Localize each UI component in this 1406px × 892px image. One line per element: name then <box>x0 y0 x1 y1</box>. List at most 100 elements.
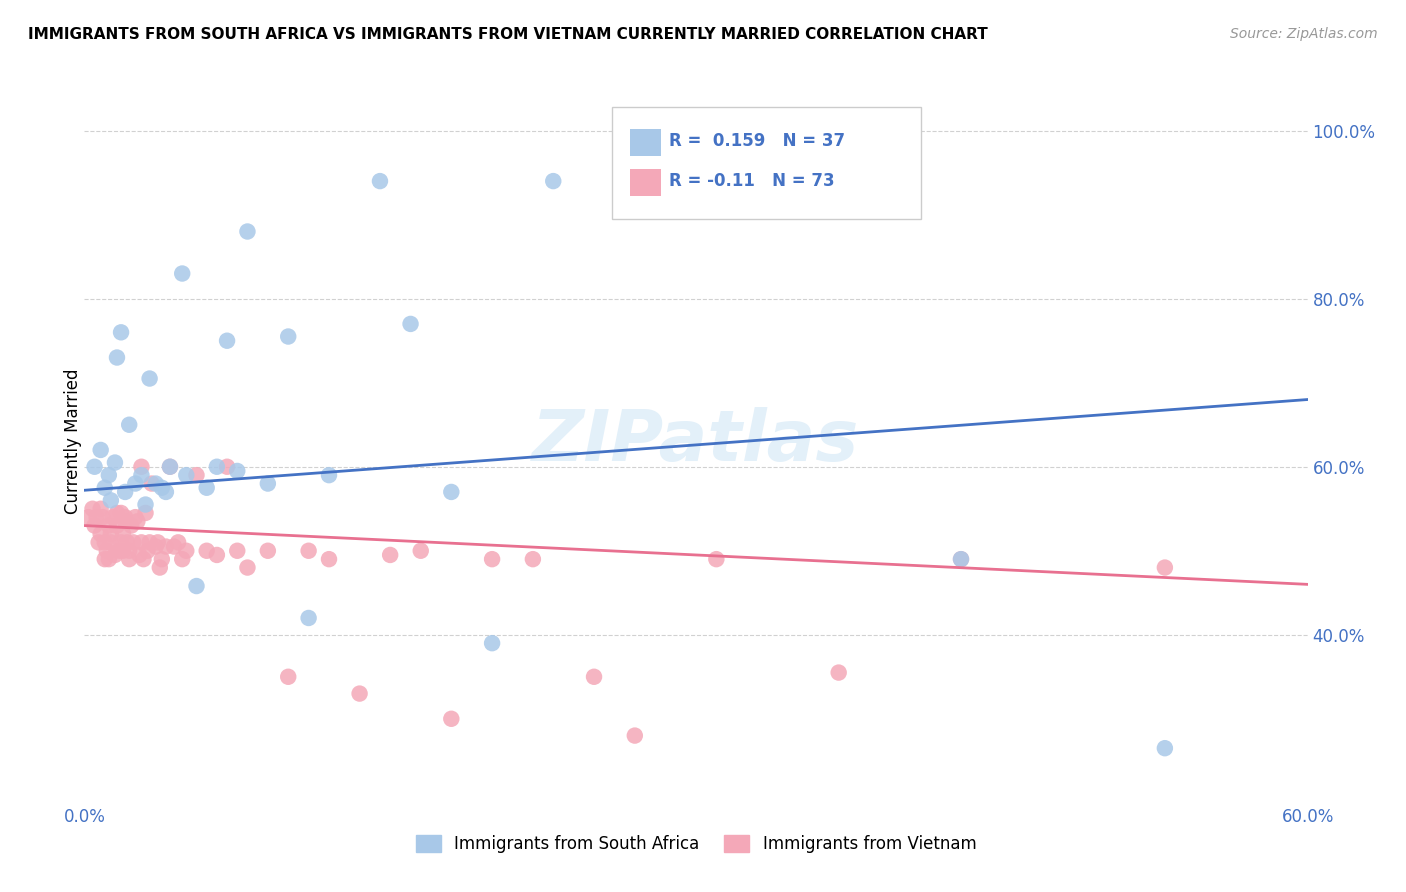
Point <box>368 174 391 188</box>
Point <box>108 543 131 558</box>
Point <box>1154 741 1177 756</box>
Point <box>167 535 190 549</box>
Point <box>138 371 160 385</box>
Point <box>277 329 299 343</box>
Point <box>114 485 136 500</box>
Point <box>298 543 321 558</box>
Point <box>481 552 503 566</box>
Point <box>318 552 340 566</box>
Point <box>186 579 208 593</box>
Text: ZIPatlas: ZIPatlas <box>533 407 859 476</box>
Point <box>277 670 299 684</box>
Point <box>91 510 114 524</box>
Point <box>120 518 142 533</box>
Point <box>149 560 172 574</box>
Point <box>97 552 120 566</box>
Point <box>105 351 128 365</box>
Point <box>93 535 115 549</box>
Point <box>195 481 218 495</box>
Point <box>100 535 122 549</box>
Point <box>112 543 135 558</box>
Point <box>950 552 973 566</box>
Point <box>236 560 259 574</box>
Point <box>950 552 973 566</box>
Point <box>118 543 141 558</box>
Point <box>104 456 127 470</box>
Point <box>112 527 135 541</box>
Point <box>146 535 169 549</box>
Point <box>101 510 124 524</box>
Point <box>131 459 153 474</box>
Point <box>96 543 118 558</box>
Point <box>86 510 108 524</box>
Text: R =  0.159   N = 37: R = 0.159 N = 37 <box>669 132 845 150</box>
Point <box>90 501 112 516</box>
Point <box>82 501 104 516</box>
Point <box>150 481 173 495</box>
Point <box>380 548 402 562</box>
Text: Source: ZipAtlas.com: Source: ZipAtlas.com <box>1230 27 1378 41</box>
Point <box>100 493 122 508</box>
Point <box>115 535 138 549</box>
Point <box>128 548 150 562</box>
Point <box>257 476 280 491</box>
Point <box>172 267 194 281</box>
Y-axis label: Currently Married: Currently Married <box>65 368 82 515</box>
Point <box>226 543 249 558</box>
Point <box>141 476 163 491</box>
Point <box>706 552 728 566</box>
Point <box>828 665 851 680</box>
Point <box>104 548 127 562</box>
Point <box>105 506 128 520</box>
Point <box>174 543 197 558</box>
Point <box>217 334 239 348</box>
Point <box>155 540 177 554</box>
Point <box>93 552 115 566</box>
Point <box>195 543 218 558</box>
Point <box>409 543 432 558</box>
Point <box>318 468 340 483</box>
Point <box>257 543 280 558</box>
Point <box>205 459 228 474</box>
Point <box>236 225 259 239</box>
Point <box>135 498 157 512</box>
Point <box>114 514 136 528</box>
Point <box>118 417 141 432</box>
Point <box>1154 560 1177 574</box>
Point <box>583 670 606 684</box>
Point <box>97 468 120 483</box>
Point <box>127 514 149 528</box>
Point <box>155 485 177 500</box>
Point <box>159 459 181 474</box>
Point <box>110 326 132 340</box>
Point <box>298 611 321 625</box>
Point <box>543 174 565 188</box>
Point <box>100 527 122 541</box>
Point <box>90 527 112 541</box>
Point <box>136 543 159 558</box>
Point <box>440 485 463 500</box>
Point <box>114 510 136 524</box>
Point <box>105 518 128 533</box>
Point <box>131 468 153 483</box>
Point <box>83 518 105 533</box>
Point <box>124 510 146 524</box>
Point <box>138 535 160 549</box>
Point <box>481 636 503 650</box>
Point <box>217 459 239 474</box>
Point <box>90 442 112 457</box>
Point <box>97 518 120 533</box>
Point <box>135 506 157 520</box>
Point <box>93 481 115 495</box>
Point <box>186 468 208 483</box>
Point <box>226 464 249 478</box>
Legend: Immigrants from South Africa, Immigrants from Vietnam: Immigrants from South Africa, Immigrants… <box>409 828 983 860</box>
Point <box>145 540 167 554</box>
Point <box>163 540 186 554</box>
Point <box>205 548 228 562</box>
Point <box>131 535 153 549</box>
Point <box>399 317 422 331</box>
Point <box>145 476 167 491</box>
Point <box>150 552 173 566</box>
Point <box>522 552 544 566</box>
